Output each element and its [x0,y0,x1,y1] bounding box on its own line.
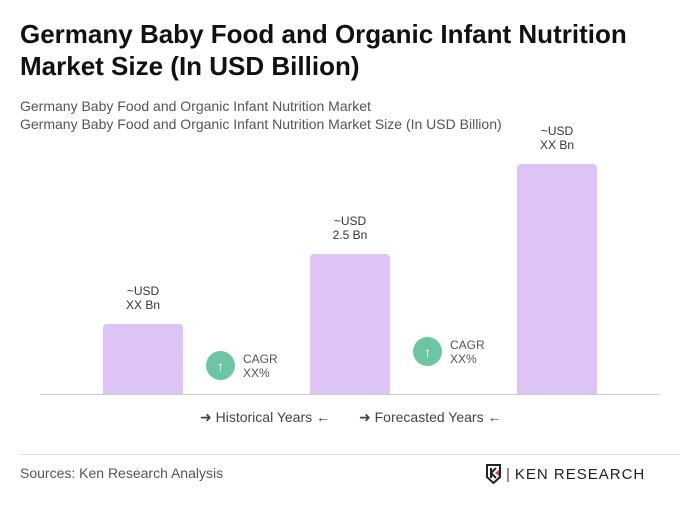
bar-2 [310,254,390,394]
divider [20,454,680,455]
bar-3 [517,164,597,394]
arrow-left-icon: ← [316,409,331,425]
ken-research-logo: | KEN RESEARCH [486,464,645,484]
source-text: Sources: Ken Research Analysis [20,465,224,481]
data-label-line: XX Bn [125,298,161,312]
legend-historical: ➜ Historical Years ← [200,409,330,426]
data-label-line: 2.5 Bn [332,228,368,242]
data-label-line: ~USD [126,284,160,298]
logo-icon [486,464,501,484]
data-label: ~USD 2.5 Bn [300,214,400,242]
cagr-value: XX% [243,365,270,380]
data-label-line: ~USD [540,124,574,139]
legend-label: Forecasted Years [374,409,484,425]
arrow-up-icon: ↑ [206,351,235,380]
data-label: ~USD XX Bn [93,284,193,312]
subtitle: Germany Baby Food and Organic Infant Nut… [20,98,371,114]
chart-title: Germany Baby Food and Organic Infant Nut… [20,19,627,81]
cagr-label: CAGR [450,337,485,352]
bar-1 [103,324,183,394]
data-label-line: ~USD [333,214,367,228]
legend-forecasted: ➜ Forecasted Years ← [359,409,501,426]
legend-label: Historical Years [215,409,313,425]
subtitle-2: Germany Baby Food and Organic Infant Nut… [20,116,502,132]
x-axis [40,394,660,395]
cagr-label: CAGR [243,351,278,366]
cagr-2: ↑ CAGR XX% [413,337,485,366]
arrow-right-icon: ➜ [359,409,371,425]
data-label: ~USD XX Bn [507,124,607,152]
arrow-left-icon: ← [487,409,502,425]
arrow-up-icon: ↑ [413,337,442,366]
logo-text: KEN RESEARCH [514,465,646,483]
arrow-right-icon: ➜ [200,409,212,425]
data-label-line: XX Bn [539,138,575,153]
cagr-value: XX% [450,351,477,366]
cagr-1: ↑ CAGR XX% [206,351,278,380]
